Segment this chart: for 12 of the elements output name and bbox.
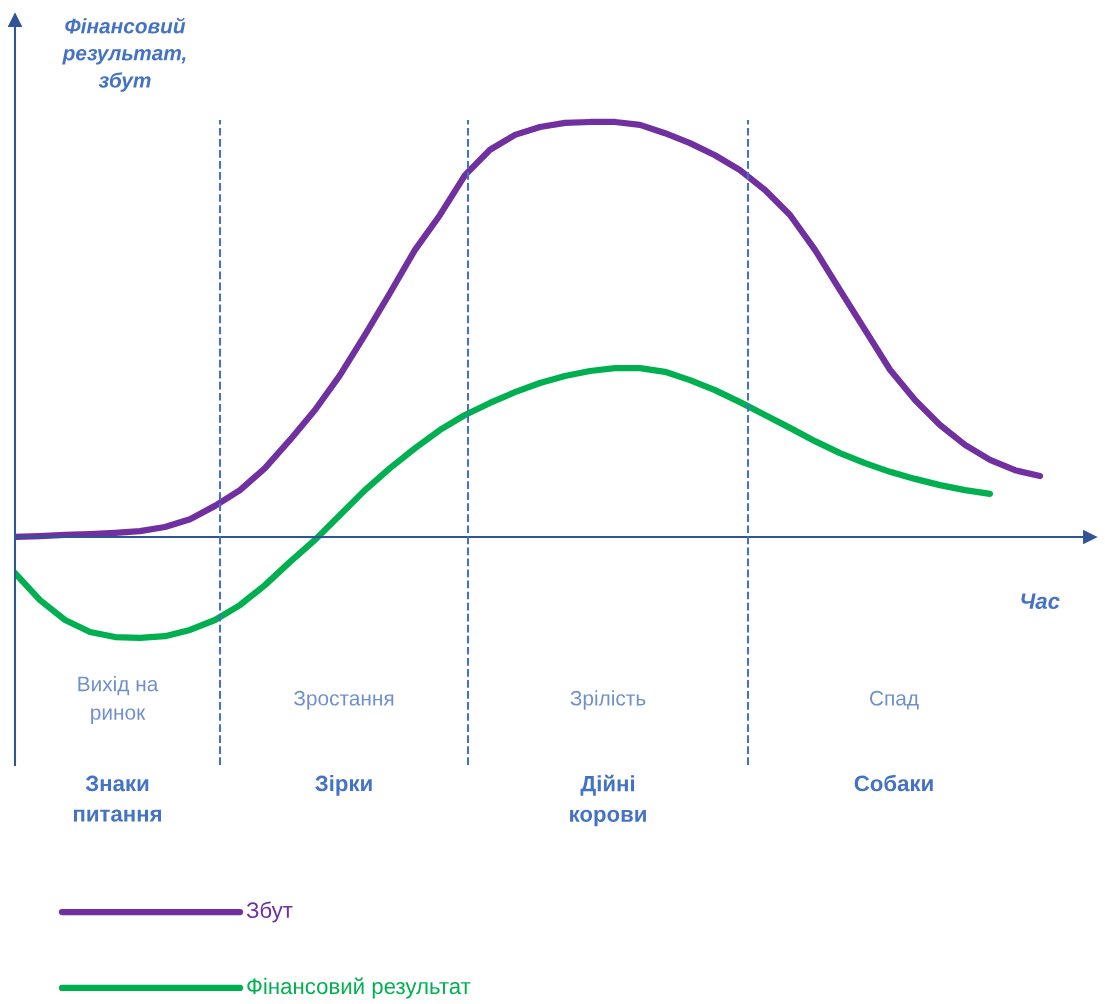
text: Зірки [315, 775, 372, 796]
x-axis-title: Час [1021, 593, 1060, 609]
y-axis-title: Фінансовий результат, збут [62, 17, 186, 92]
text: Собаки [854, 774, 933, 792]
text: Знаки питання [73, 775, 162, 822]
text: Зростання [294, 690, 394, 710]
text: Фінансовий результат [247, 977, 471, 999]
text: Вихід на ринок [78, 676, 159, 724]
text: Збут [246, 901, 293, 923]
text: Дійні корови [570, 774, 646, 827]
text: Спад [870, 690, 919, 710]
text: Зрілість [570, 690, 646, 710]
